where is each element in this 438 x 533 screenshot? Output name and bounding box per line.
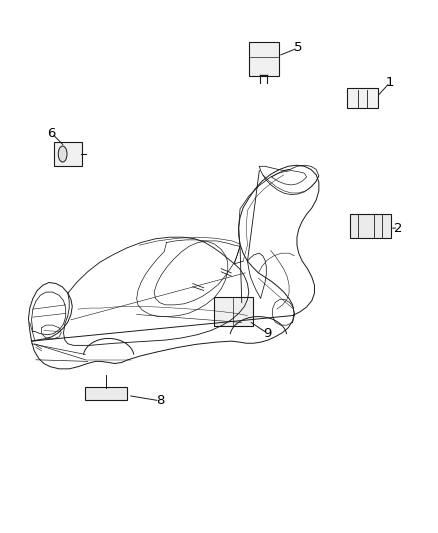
- FancyBboxPatch shape: [85, 387, 127, 400]
- Text: 5: 5: [293, 42, 302, 54]
- Text: 6: 6: [47, 127, 56, 140]
- FancyBboxPatch shape: [347, 88, 378, 108]
- FancyBboxPatch shape: [54, 142, 82, 166]
- Text: 9: 9: [263, 327, 272, 340]
- Text: 8: 8: [155, 394, 164, 407]
- Ellipse shape: [58, 146, 67, 162]
- Text: 1: 1: [385, 76, 394, 89]
- FancyBboxPatch shape: [214, 297, 253, 326]
- FancyBboxPatch shape: [249, 42, 279, 76]
- Text: 2: 2: [394, 222, 403, 235]
- FancyBboxPatch shape: [350, 214, 391, 238]
